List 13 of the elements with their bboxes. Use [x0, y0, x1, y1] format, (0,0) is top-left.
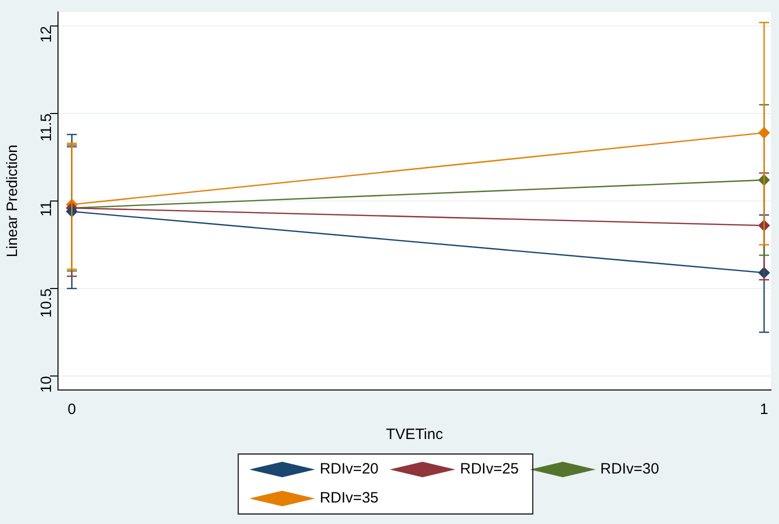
legend-label: RDIv=25: [460, 460, 519, 478]
y-tick-label: 10: [38, 376, 56, 393]
legend-label: RDIv=30: [600, 460, 660, 478]
y-tick-label: 11.5: [38, 114, 56, 142]
x-tick-label: 1: [760, 401, 768, 418]
y-tick-label: 12: [38, 26, 56, 43]
y-axis-title: Linear Prediction: [4, 144, 22, 258]
y-tick-label: 10.5: [38, 288, 56, 318]
x-axis-title: TVETinc: [386, 426, 444, 444]
y-tick-label: 11: [38, 201, 56, 217]
x-tick-label: 0: [68, 401, 76, 418]
legend-label: RDIv=20: [320, 460, 379, 478]
legend-label: RDIv=35: [320, 490, 379, 507]
